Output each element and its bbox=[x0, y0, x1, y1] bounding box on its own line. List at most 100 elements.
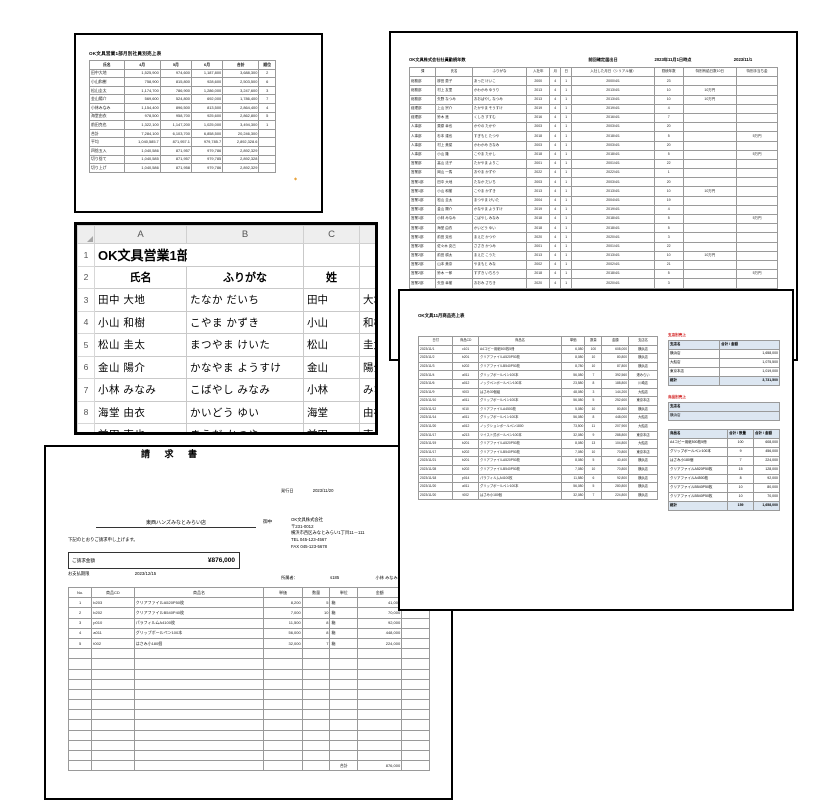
panel-employee-roster[interactable]: OK文具株式会社社員勤続年数 前回確定届出日 2023年11月1日時点 2023… bbox=[389, 31, 798, 361]
cell: 8 bbox=[584, 378, 603, 389]
column-header-3: 6月 bbox=[190, 60, 224, 70]
cell: 7,000 bbox=[263, 607, 303, 619]
cell[interactable]: 氏名 bbox=[94, 265, 187, 289]
cell: 2023/11/6 bbox=[417, 378, 454, 389]
cell bbox=[133, 729, 265, 741]
row-header-4[interactable]: 4 bbox=[77, 310, 95, 334]
cell[interactable]: まえだ かつや bbox=[186, 423, 304, 432]
row-header-2[interactable]: 2 bbox=[77, 265, 95, 289]
cell[interactable]: 和樹 bbox=[359, 310, 375, 334]
cell: 前田克也 bbox=[89, 120, 125, 130]
panel-invoice[interactable]: 請 求 書 発行日 2023/11/20 東西ハンズみなとみらい店 御中 下記の… bbox=[44, 445, 453, 800]
row-header-8[interactable]: 8 bbox=[77, 400, 95, 424]
select-all-corner-icon[interactable] bbox=[77, 225, 95, 244]
cell: 2013 bbox=[526, 85, 551, 96]
column-header-B[interactable]: B bbox=[186, 225, 304, 244]
cell bbox=[263, 749, 303, 762]
cell[interactable]: 大地 bbox=[359, 288, 375, 312]
cell: 横浜店 bbox=[628, 464, 658, 475]
cell bbox=[301, 760, 331, 772]
cell: 2023/11/4 bbox=[417, 370, 454, 380]
cell[interactable]: こやま かずき bbox=[186, 310, 304, 334]
cell bbox=[401, 648, 430, 660]
table-row bbox=[67, 678, 430, 690]
cell bbox=[736, 177, 778, 188]
row-header-5[interactable]: 5 bbox=[77, 333, 95, 357]
cell: 10 bbox=[653, 186, 684, 197]
cell: t003 bbox=[452, 387, 479, 398]
cell[interactable]: 田中 大地 bbox=[94, 288, 187, 312]
cell bbox=[67, 719, 93, 731]
cell: グリップボールペン100本 bbox=[133, 627, 265, 639]
cell[interactable]: こばやし みなみ bbox=[186, 378, 304, 402]
column-header-D[interactable]: D bbox=[359, 225, 375, 244]
product-summary-caption: 商品別売上 bbox=[668, 395, 686, 399]
cell[interactable]: 由衣 bbox=[359, 400, 375, 424]
cell: 1 bbox=[560, 241, 573, 252]
cell[interactable]: ふりがな bbox=[186, 265, 304, 289]
column-header-A[interactable]: A bbox=[94, 225, 187, 244]
cell[interactable]: 海堂 由衣 bbox=[94, 400, 187, 424]
column-header-C[interactable]: C bbox=[303, 225, 360, 244]
cell bbox=[736, 278, 778, 289]
cell[interactable]: 名 bbox=[359, 265, 375, 289]
cell bbox=[401, 637, 430, 650]
table-row: 総計 3,731,500 bbox=[667, 376, 780, 386]
column-header-1: 合計 / 金額 bbox=[719, 340, 780, 350]
table-row: グリップボールペン100本 9 456,000 bbox=[667, 447, 780, 457]
cell[interactable]: かいどう ゆい bbox=[186, 400, 304, 424]
cell: 2013 bbox=[526, 250, 551, 261]
cell: 1 bbox=[560, 140, 573, 151]
cell[interactable] bbox=[186, 243, 304, 267]
cell[interactable]: 田中 bbox=[303, 288, 360, 312]
cell[interactable]: 小林 みなみ bbox=[94, 378, 187, 402]
cell[interactable]: 松山 bbox=[303, 333, 360, 357]
sheet-title-cell[interactable]: OK文具営業1部社員名簿 bbox=[94, 243, 187, 267]
cell[interactable]: まつやま けいた bbox=[186, 333, 304, 357]
cell: クリアファイルB540P50枚 bbox=[477, 361, 563, 372]
cell: パラフィルムA4100枚 bbox=[477, 473, 563, 484]
cell: 928,600 bbox=[190, 77, 224, 87]
row-header-9[interactable]: 9 bbox=[77, 423, 95, 432]
cell bbox=[329, 668, 359, 680]
cell[interactable]: 小山 和樹 bbox=[94, 310, 187, 334]
row-header-7[interactable]: 7 bbox=[77, 378, 95, 402]
cell[interactable]: 金山 bbox=[303, 355, 360, 379]
panel-sales-report[interactable]: OK文具営業1部月別社員別売上表 氏名 4月 5月 6月 合計 順位 田中大地 1,525,… bbox=[74, 33, 323, 213]
cell[interactable]: 松山 圭太 bbox=[94, 333, 187, 357]
cell bbox=[682, 149, 738, 160]
row-header-1[interactable]: 1 bbox=[77, 243, 95, 267]
cell[interactable]: たなか だいち bbox=[186, 288, 304, 312]
cell[interactable]: 克也 bbox=[359, 423, 375, 432]
panel-product-sales[interactable]: OK文具11月商品売上表 日付 商品CD 商品名 単価 数量 金額 支店名 2023/11/… bbox=[398, 289, 794, 611]
cell[interactable]: 前田 克也 bbox=[94, 423, 187, 432]
cell: 4 bbox=[549, 112, 562, 124]
cell[interactable]: 小山 bbox=[303, 310, 360, 334]
cell bbox=[258, 137, 276, 147]
cell[interactable]: 陽介 bbox=[359, 355, 375, 379]
cell: a012 bbox=[452, 378, 479, 389]
cell: はさみ小180個 bbox=[133, 637, 265, 650]
cell[interactable]: みなみ bbox=[359, 378, 375, 402]
sales-report-title: OK文具営業1部月別社員別売上表 bbox=[89, 51, 162, 56]
cell[interactable]: 圭太 bbox=[359, 333, 375, 357]
cell[interactable] bbox=[359, 243, 375, 267]
cell[interactable]: 小林 bbox=[303, 378, 360, 402]
cell bbox=[301, 709, 331, 721]
cell: 4 bbox=[549, 149, 562, 160]
column-header-0: 商品名 bbox=[667, 429, 729, 439]
cell[interactable]: 金山 陽介 bbox=[94, 355, 187, 379]
cell: 2018/4/1 bbox=[571, 213, 655, 225]
cell[interactable]: 姓 bbox=[303, 265, 360, 289]
cell[interactable]: かなやま ようすけ bbox=[186, 355, 304, 379]
cell bbox=[401, 617, 430, 629]
cell[interactable] bbox=[303, 243, 360, 267]
cell: 東京本店 bbox=[628, 396, 658, 406]
cell: 2018/4/1 bbox=[571, 269, 655, 280]
row-header-3[interactable]: 3 bbox=[77, 288, 95, 312]
cell[interactable]: 前田 bbox=[303, 423, 360, 432]
row-header-6[interactable]: 6 bbox=[77, 355, 95, 379]
cell[interactable]: 海堂 bbox=[303, 400, 360, 424]
